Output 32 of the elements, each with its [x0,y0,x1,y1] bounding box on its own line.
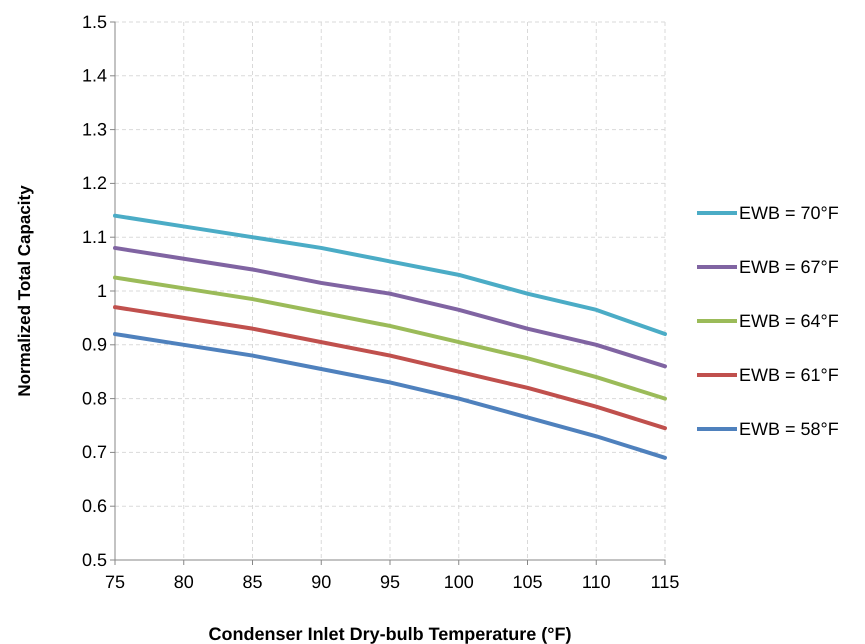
x-tick-label: 85 [242,572,263,592]
x-tick-label: 100 [444,572,474,592]
y-tick-label: 1.1 [82,226,107,247]
x-tick-label: 75 [104,572,126,592]
x-tick-label: 80 [174,572,194,592]
x-axis-title: Condenser Inlet Dry-bulb Temperature (°F) [208,624,572,644]
y-tick-label: 0.9 [82,334,107,355]
y-tick-label: 0.8 [82,388,107,408]
y-tick-label: 1.3 [82,119,107,140]
legend-label: EWB = 58°F [739,419,839,439]
y-tick-label: 0.7 [82,442,107,462]
x-tick-label: 105 [512,572,543,592]
x-tick-label: 95 [380,572,400,592]
y-tick-label: 0.6 [82,496,107,516]
line-series [113,246,667,368]
legend-label: EWB = 70°F [739,203,839,223]
y-tick-label: 1.2 [82,173,107,194]
legend-label: EWB = 67°F [739,257,839,277]
y-tick-label: 1 [96,280,107,301]
line-series [113,332,667,460]
y-axis-title: Normalized Total Capacity [15,184,34,397]
x-tick-label: 115 [650,572,680,592]
legend-label: EWB = 61°F [739,365,839,385]
line-series [113,214,667,336]
line-series [113,305,667,430]
y-tick-label: 1.5 [82,12,107,32]
y-tick-label: 1.4 [82,66,107,86]
legend-label: EWB = 64°F [739,311,839,331]
line-series [113,276,667,401]
y-tick-label: 0.5 [82,550,107,570]
x-tick-label: 90 [311,572,332,592]
x-tick-label: 110 [582,572,611,592]
